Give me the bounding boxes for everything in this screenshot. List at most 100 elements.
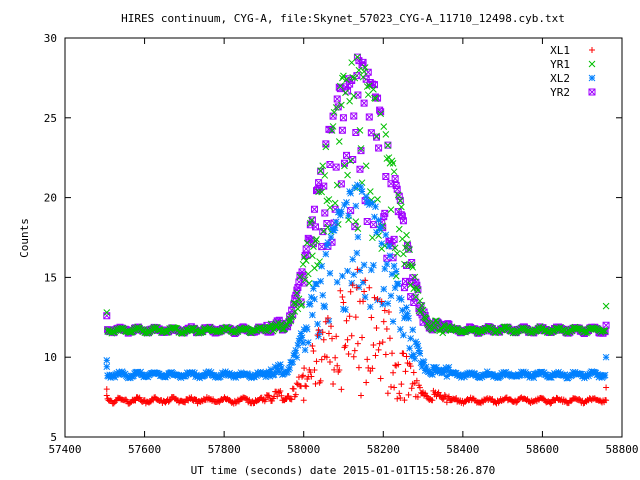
data-point — [341, 162, 348, 170]
data-point — [383, 260, 391, 268]
data-point — [500, 323, 508, 331]
data-point — [368, 314, 375, 321]
legend-label: YR1 — [550, 58, 570, 71]
data-point — [136, 394, 143, 401]
data-point — [380, 123, 388, 130]
data-point — [422, 363, 430, 371]
data-point — [321, 303, 329, 311]
data-point — [396, 390, 403, 397]
data-point — [352, 128, 360, 136]
series-XL2 — [103, 181, 610, 382]
data-point — [390, 235, 398, 243]
data-point — [394, 395, 401, 402]
data-point — [298, 334, 306, 341]
data-point — [381, 209, 389, 217]
data-point — [340, 305, 347, 313]
data-point — [278, 364, 285, 372]
data-point — [383, 325, 390, 332]
data-point — [362, 193, 370, 201]
data-point — [188, 394, 195, 401]
data-point — [402, 368, 409, 375]
data-point — [343, 76, 350, 83]
data-point — [305, 279, 313, 287]
data-point — [314, 262, 321, 269]
data-point — [374, 196, 381, 203]
data-point — [352, 314, 359, 321]
data-point — [337, 208, 345, 215]
x-tick-label: 58800 — [605, 443, 638, 456]
data-point — [373, 324, 380, 331]
data-point — [375, 144, 383, 152]
data-point — [162, 373, 169, 381]
data-point — [333, 95, 341, 103]
data-point — [110, 372, 118, 379]
data-point — [347, 288, 354, 295]
data-point — [289, 312, 297, 320]
data-point — [420, 389, 427, 396]
data-point — [321, 172, 329, 179]
x-tick-label: 58600 — [526, 443, 559, 456]
data-point — [332, 163, 340, 171]
data-point — [229, 371, 237, 379]
data-point — [248, 374, 255, 382]
data-point — [344, 267, 351, 275]
data-point — [354, 266, 361, 273]
data-point — [498, 369, 506, 377]
legend-label: XL2 — [550, 72, 570, 85]
data-point — [299, 339, 307, 347]
data-point — [482, 371, 490, 378]
data-point — [416, 350, 424, 357]
data-point — [246, 396, 253, 403]
data-point — [320, 182, 328, 190]
data-point — [354, 340, 361, 347]
data-point — [358, 188, 366, 195]
data-point — [386, 252, 394, 260]
data-point — [302, 257, 310, 264]
data-point — [561, 371, 569, 378]
data-point — [337, 287, 344, 294]
data-point — [423, 392, 430, 399]
data-point — [182, 399, 189, 406]
plot-frame — [64, 37, 623, 438]
data-point — [378, 240, 386, 247]
data-point — [333, 181, 341, 189]
data-point — [243, 395, 250, 402]
data-point — [392, 362, 399, 369]
data-point — [317, 277, 325, 285]
data-point — [603, 397, 610, 404]
data-point — [313, 236, 320, 243]
data-point — [316, 328, 323, 336]
data-point — [399, 306, 406, 314]
data-point — [361, 288, 368, 295]
data-point — [376, 340, 383, 347]
data-point — [402, 244, 409, 252]
data-point — [303, 239, 311, 247]
data-point — [354, 225, 362, 232]
data-point — [335, 138, 343, 145]
data-point — [434, 319, 441, 327]
data-point — [311, 295, 318, 303]
data-point — [379, 339, 386, 346]
data-point — [295, 337, 303, 345]
data-point — [273, 365, 281, 372]
data-point — [117, 370, 125, 377]
data-point — [340, 299, 347, 306]
data-point — [339, 114, 347, 122]
data-point — [387, 206, 395, 213]
data-point — [344, 336, 351, 343]
data-point — [327, 233, 335, 241]
y-axis-ticks: 5 10 15 20 25 30 — [44, 32, 622, 444]
data-point — [602, 302, 610, 310]
data-point — [415, 347, 423, 354]
data-point — [139, 371, 147, 379]
data-point — [292, 391, 299, 398]
data-point — [411, 273, 419, 281]
data-point — [582, 327, 589, 335]
chart-title: HIRES continuum, CYG-A, file:Skynet_5702… — [121, 12, 565, 25]
data-point — [314, 320, 321, 328]
data-point — [588, 74, 596, 82]
data-point — [406, 344, 413, 352]
data-point — [251, 373, 258, 381]
data-point — [418, 363, 426, 371]
data-point — [304, 270, 312, 278]
